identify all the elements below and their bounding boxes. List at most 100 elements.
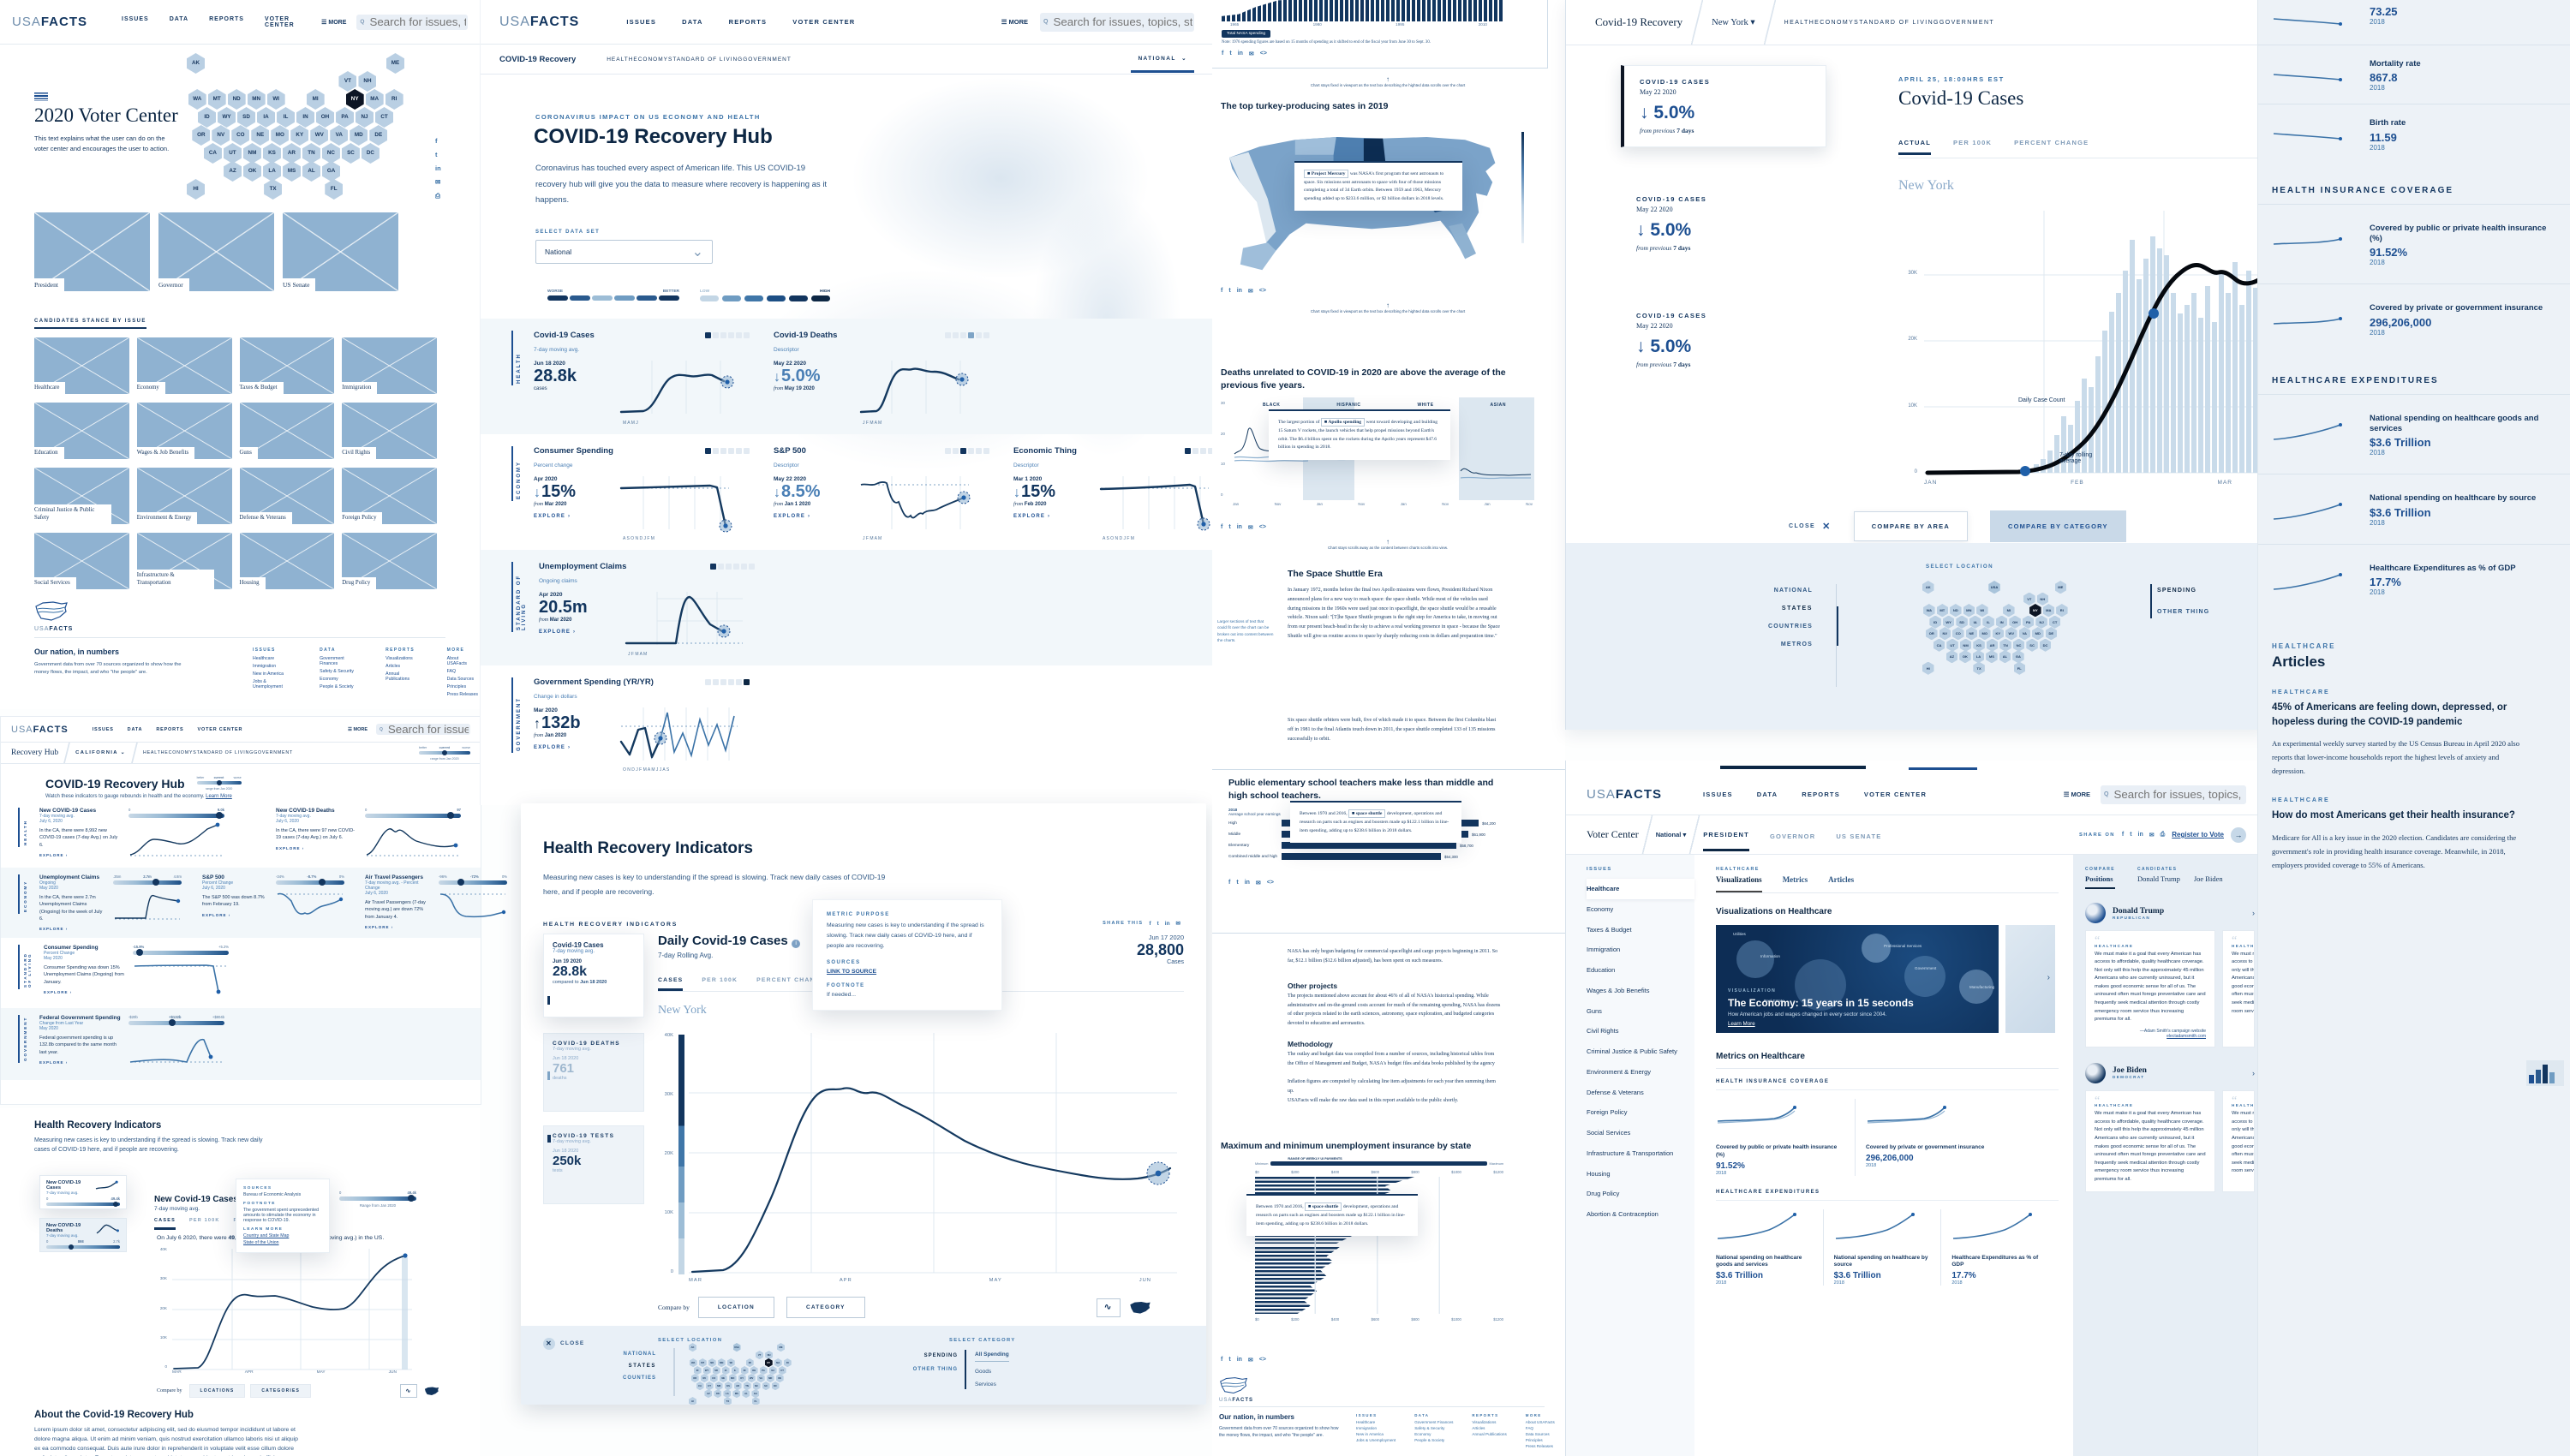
- state-hex[interactable]: NJ: [2035, 615, 2047, 629]
- state-hex[interactable]: FL: [325, 179, 344, 200]
- state-hex[interactable]: WV: [747, 1374, 756, 1383]
- subnav-item[interactable]: ECONOMY: [633, 56, 668, 63]
- issue-card[interactable]: Defense & Veterans: [239, 468, 335, 524]
- search-box[interactable]: Q: [2101, 785, 2246, 804]
- state-hex[interactable]: MT: [698, 1358, 707, 1368]
- tooltip-link[interactable]: State of the Union: [243, 1240, 279, 1245]
- state-hex[interactable]: MS: [732, 1389, 741, 1399]
- footer-link[interactable]: Safety & Security: [320, 669, 354, 674]
- state-hex[interactable]: OH: [2009, 615, 2021, 629]
- issue-card[interactable]: Foreign Policy: [342, 468, 437, 524]
- state-hex[interactable]: IN: [740, 1366, 749, 1375]
- state-hex[interactable]: GA: [751, 1389, 760, 1399]
- state-hex[interactable]: AZ: [1945, 650, 1958, 664]
- state-hex[interactable]: VA: [330, 125, 349, 146]
- state-hex[interactable]: UT: [705, 1381, 714, 1391]
- stat-row[interactable]: Covered by public or private health insu…: [2258, 205, 2570, 284]
- footer-link[interactable]: Data Sources: [446, 677, 475, 682]
- state-hex[interactable]: USA: [1988, 581, 2000, 594]
- state-hex[interactable]: USA: [732, 1343, 741, 1352]
- state-hex[interactable]: MI: [306, 89, 325, 110]
- issue-card[interactable]: Civil Rights: [342, 403, 437, 459]
- state-hex[interactable]: IL: [731, 1366, 739, 1375]
- state-hex[interactable]: AZ: [224, 161, 242, 182]
- footer-link[interactable]: Immigration: [1356, 1426, 1377, 1430]
- stat-row[interactable]: Healthcare Expenditures as % of GDP 17.7%…: [2258, 543, 2570, 613]
- state-hex[interactable]: AZ: [704, 1389, 713, 1399]
- content-tab[interactable]: Metrics: [1782, 875, 1808, 884]
- facebook-icon[interactable]: f: [1149, 920, 1151, 927]
- stat-row[interactable]: Birth rate 11.59 2018: [2258, 104, 2570, 163]
- footer-link[interactable]: Articles: [1472, 1426, 1485, 1430]
- state-hex[interactable]: WY: [702, 1366, 711, 1375]
- issue-card[interactable]: Wages & Job Benefits: [136, 403, 232, 459]
- footer-link[interactable]: Government Finances: [320, 656, 344, 666]
- state-hex[interactable]: NV: [700, 1374, 708, 1383]
- state-hex[interactable]: HI: [187, 179, 205, 200]
- sidebar-issue-item[interactable]: Immigration: [1587, 946, 1621, 954]
- footer-link[interactable]: People & Society: [320, 684, 354, 689]
- nav-item[interactable]: ISSUES: [626, 18, 657, 26]
- state-hex[interactable]: FL: [751, 1397, 760, 1405]
- state-hex[interactable]: MD: [766, 1374, 774, 1383]
- state-hex[interactable]: IN: [1995, 615, 2008, 629]
- state-hex[interactable]: ID: [198, 107, 217, 128]
- issue-card[interactable]: Housing: [239, 533, 335, 589]
- state-hex[interactable]: WA: [1923, 604, 1935, 618]
- quote-card-clipped[interactable]: “ HEALTHCARE We must make it a goal that…: [2222, 1089, 2255, 1193]
- sidebar-issue-item[interactable]: Drug Policy: [1587, 1190, 1620, 1198]
- footer-link[interactable]: Healthcare: [1356, 1420, 1376, 1424]
- breadcrumb[interactable]: Voter Center: [1587, 828, 1639, 840]
- state-hex[interactable]: MD: [350, 125, 368, 146]
- compare-by-category-button[interactable]: COMPARE BY CATEGORY: [1989, 510, 2126, 542]
- search-input[interactable]: [368, 15, 468, 29]
- metric-stat-card[interactable]: Healthcare Expenditures as % of GDP 17.7…: [1940, 1208, 2059, 1286]
- state-hex[interactable]: LA: [723, 1389, 732, 1399]
- twitter-icon[interactable]: t: [1236, 880, 1239, 886]
- state-hex[interactable]: NY: [2029, 604, 2041, 618]
- state-hex[interactable]: DE: [369, 125, 388, 146]
- more-menu[interactable]: ☰ MORE: [321, 19, 347, 26]
- footer-link[interactable]: FAQ: [446, 669, 457, 674]
- issue-card[interactable]: Economy: [136, 337, 232, 394]
- state-hex[interactable]: NH: [358, 71, 377, 92]
- chart-tab[interactable]: PER 100K: [1953, 139, 1993, 146]
- usafacts-logo[interactable]: USAFACTS: [12, 15, 88, 29]
- state-hex[interactable]: DE: [775, 1374, 784, 1383]
- register-to-vote-link[interactable]: Register to Vote: [2172, 831, 2224, 838]
- embed-icon[interactable]: <>: [1259, 51, 1267, 57]
- viz-card-next[interactable]: ›: [2005, 925, 2055, 1033]
- state-hex[interactable]: AR: [1986, 638, 1999, 652]
- state-hex[interactable]: CA: [696, 1381, 704, 1391]
- subnav-item[interactable]: HEALTH: [1784, 19, 1815, 26]
- sidebar-issue-item[interactable]: Taxes & Budget: [1587, 925, 1632, 934]
- state-hex[interactable]: MT: [207, 89, 226, 110]
- email-icon[interactable]: ✉: [1247, 1358, 1253, 1364]
- issue-card[interactable]: Infrastructure & Transportation: [136, 533, 232, 589]
- chart-tab[interactable]: PERCENT CHANGE: [756, 977, 826, 983]
- nav-item[interactable]: VOTER CENTER: [1863, 791, 1928, 798]
- state-hex[interactable]: VA: [756, 1374, 765, 1383]
- close-button[interactable]: ✕ CLOSE: [543, 1337, 584, 1350]
- state-hex[interactable]: CT: [375, 107, 394, 128]
- quote-card[interactable]: “ HEALTHCARE We must make it a goal that…: [2085, 1089, 2215, 1193]
- state-hex[interactable]: CA: [1933, 638, 1945, 652]
- footer-link[interactable]: Principles: [446, 684, 467, 689]
- sidebar-issue-item[interactable]: Foreign Policy: [1587, 1108, 1628, 1117]
- nav-item[interactable]: DATA: [127, 726, 143, 732]
- issue-card[interactable]: Criminal Justice & Public Safety: [34, 468, 129, 524]
- state-hex[interactable]: WA: [689, 1358, 697, 1368]
- covid-cases-card[interactable]: COVID-19 CASES May 22 2020 ↓ 5.0% from p…: [1621, 65, 1826, 147]
- footer-link[interactable]: People & Society: [1414, 1438, 1445, 1442]
- state-hex[interactable]: IA: [257, 107, 276, 128]
- region-select[interactable]: New York ▾: [1712, 18, 1755, 27]
- state-hex[interactable]: KY: [1992, 627, 2005, 641]
- state-hex[interactable]: MS: [283, 161, 302, 182]
- state-hex[interactable]: MI: [745, 1358, 754, 1368]
- stat-row[interactable]: 73.25 2018: [2258, 0, 2570, 45]
- compare-button[interactable]: CATEGORY: [786, 1297, 865, 1318]
- state-hex[interactable]: CO: [231, 125, 250, 146]
- race-card[interactable]: Governor: [158, 212, 274, 291]
- state-hex[interactable]: NE: [251, 125, 270, 146]
- linkedin-icon[interactable]: in: [1237, 51, 1243, 57]
